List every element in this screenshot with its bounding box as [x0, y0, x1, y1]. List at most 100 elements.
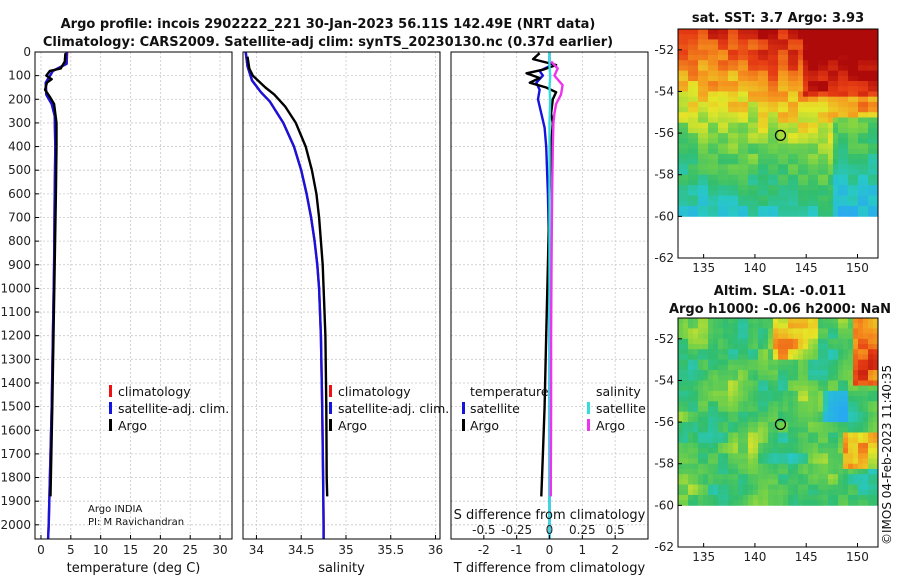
map-cell — [843, 65, 849, 72]
map-cell — [718, 29, 724, 35]
map-cell — [858, 143, 864, 150]
map-cell — [848, 112, 854, 118]
map-cell — [858, 364, 864, 371]
y-tick-label: 100 — [8, 69, 31, 83]
map-cell — [723, 169, 729, 176]
map-cell — [708, 60, 714, 66]
map-cell — [748, 500, 754, 506]
map-cell — [768, 375, 774, 381]
map-cell — [793, 411, 799, 418]
sal-legend-swatch-satellite — [329, 402, 332, 414]
map-cell — [843, 364, 849, 371]
map-cell — [848, 143, 854, 150]
map-cell — [848, 328, 854, 335]
map-cell — [693, 380, 699, 387]
map-cell — [798, 442, 804, 449]
diff-legend-swatch-t-satellite — [462, 402, 465, 414]
map-cell — [718, 333, 724, 340]
map-cell — [873, 396, 879, 402]
map-cell — [783, 44, 789, 51]
map-cell — [858, 169, 864, 176]
map-cell — [863, 390, 869, 397]
map-cell — [803, 318, 809, 324]
map-cell — [693, 468, 699, 475]
map-cell — [768, 432, 774, 439]
map-cell — [768, 60, 774, 66]
map-cell — [708, 101, 714, 108]
map-cell — [763, 416, 769, 423]
map-cell — [868, 148, 874, 155]
map-cell — [783, 500, 789, 506]
map-cell — [708, 375, 714, 381]
map-cell — [738, 484, 744, 491]
map-cell — [778, 96, 784, 103]
map-cell — [728, 39, 734, 46]
map-cell — [778, 323, 784, 329]
map-cell — [713, 406, 719, 413]
map-cell — [813, 164, 819, 170]
map-cell — [848, 474, 854, 480]
map-cell — [713, 375, 719, 381]
map-cell — [803, 500, 809, 506]
map-cell — [728, 70, 734, 77]
map-cell — [853, 49, 859, 56]
map-cell — [678, 323, 684, 329]
map-cell — [773, 138, 779, 144]
map-cell — [698, 127, 704, 134]
map-cell — [678, 484, 684, 491]
map-cell — [723, 211, 729, 217]
map-cell — [748, 448, 754, 454]
map-cell — [718, 174, 724, 181]
map-cell — [818, 442, 824, 449]
map-cell — [838, 164, 844, 170]
map-cell — [823, 49, 829, 56]
map-cell — [733, 143, 739, 150]
map-cell — [853, 474, 859, 480]
map-cell — [698, 333, 704, 340]
map-cell — [813, 107, 819, 113]
map-cell — [803, 70, 809, 77]
map-cell — [748, 205, 754, 212]
map-cell — [703, 411, 709, 418]
map-cell — [748, 185, 754, 191]
map-cell — [748, 148, 754, 155]
map-cell — [703, 49, 709, 56]
map-cell — [818, 117, 824, 124]
map-cell — [808, 200, 814, 207]
map-cell — [738, 416, 744, 423]
map-cell — [768, 138, 774, 144]
map-cell — [708, 437, 714, 444]
map-cell — [833, 81, 839, 87]
map-cell — [783, 127, 789, 134]
map-cell — [763, 185, 769, 191]
series-line-argo — [246, 56, 329, 497]
map-cell — [753, 60, 759, 66]
map-cell — [863, 338, 869, 345]
map-cell — [763, 390, 769, 397]
map-cell — [853, 122, 859, 129]
y-tick-label: 800 — [8, 234, 31, 248]
map-cell — [788, 354, 794, 361]
map-cell — [688, 29, 694, 35]
map-cell — [713, 500, 719, 506]
map-cell — [853, 396, 859, 402]
map-cell — [818, 185, 824, 191]
map-cell — [793, 96, 799, 103]
map-cell — [693, 122, 699, 129]
map-cell — [818, 112, 824, 118]
map-x-tick-label: 150 — [846, 261, 869, 275]
map-cell — [868, 406, 874, 413]
map-cell — [838, 143, 844, 150]
map-cell — [728, 164, 734, 170]
map-cell — [683, 500, 689, 506]
map-cell — [858, 159, 864, 165]
map-cell — [848, 406, 854, 413]
map-y-tick-label: -56 — [654, 126, 674, 140]
map-cell — [808, 205, 814, 212]
map-cell — [768, 91, 774, 98]
map-cell — [873, 390, 879, 397]
map-cell — [813, 127, 819, 134]
map-cell — [838, 205, 844, 212]
map-cell — [728, 122, 734, 129]
map-cell — [828, 127, 834, 134]
